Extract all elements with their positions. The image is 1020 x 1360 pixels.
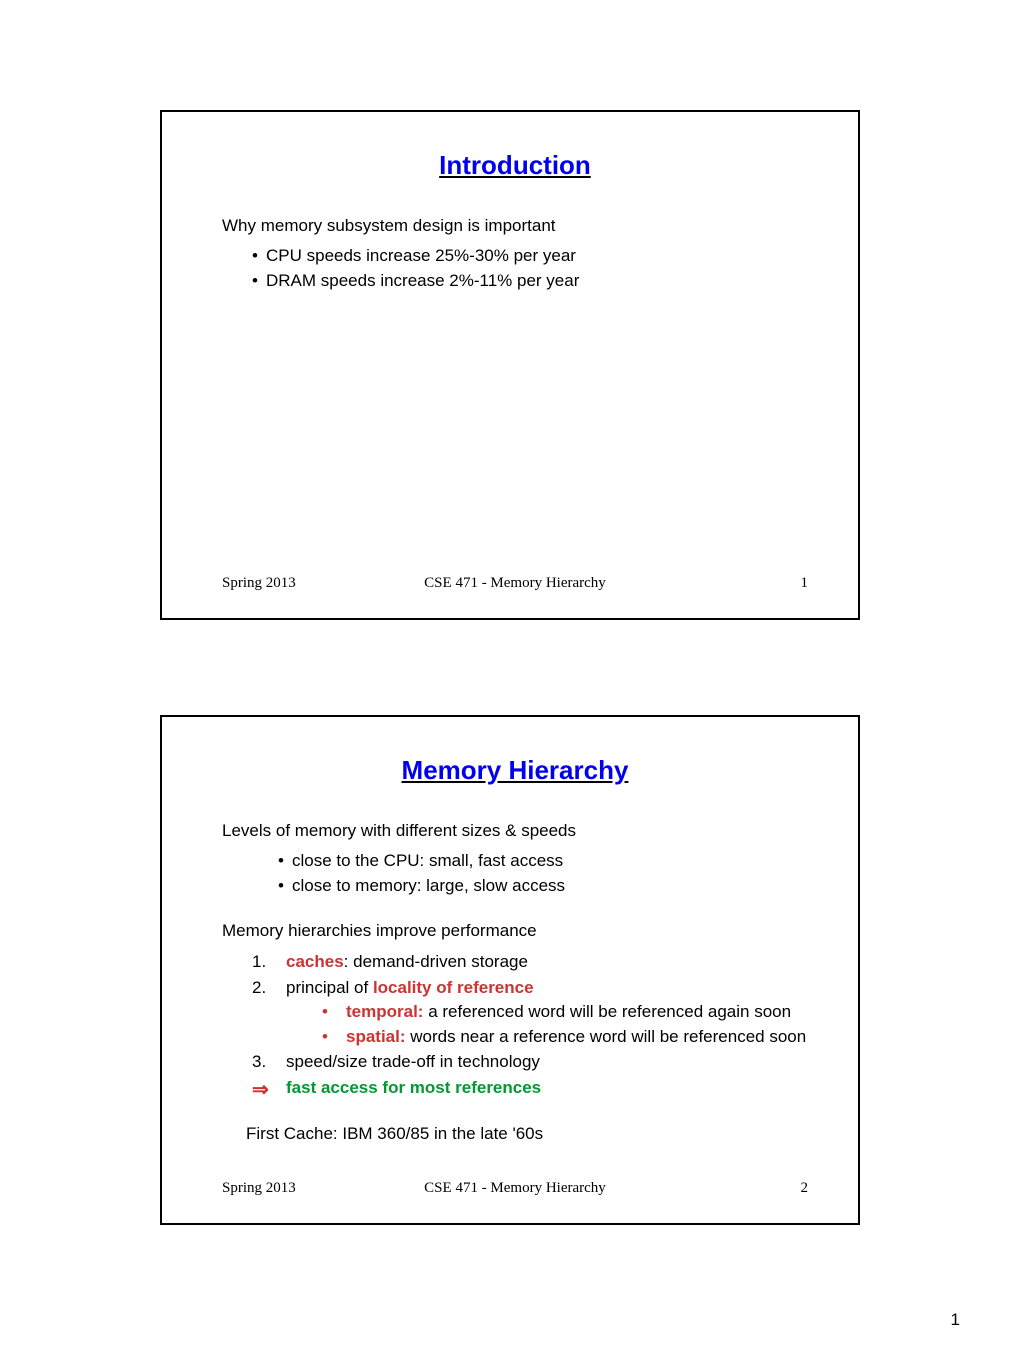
- bold-term: caches: [286, 952, 344, 971]
- slide2-intro2: Memory hierarchies improve performance: [222, 920, 808, 943]
- document-page: Introduction Why memory subsystem design…: [0, 0, 1020, 1360]
- slide2-title-link[interactable]: Memory Hierarchy: [402, 755, 629, 785]
- slide1-footer: Spring 2013 CSE 471 - Memory Hierarchy 1: [222, 575, 808, 592]
- bullet-icon: •: [252, 244, 266, 269]
- slide1-title: Introduction: [222, 150, 808, 181]
- slide2-num3: 3. speed/size trade-off in technology: [252, 1049, 808, 1075]
- page-number: 1: [951, 1310, 960, 1330]
- arrow-text: fast access for most references: [286, 1075, 541, 1101]
- bullet-icon: •: [278, 874, 292, 899]
- slide-2: Memory Hierarchy Levels of memory with d…: [160, 715, 860, 1225]
- bullet-text: CPU speeds increase 25%-30% per year: [266, 244, 576, 269]
- bold-term: temporal:: [346, 1002, 423, 1021]
- footer-right: 1: [801, 575, 809, 592]
- slide1-title-link[interactable]: Introduction: [439, 150, 591, 180]
- slide1-bullet-2: • DRAM speeds increase 2%-11% per year: [252, 269, 808, 294]
- slide2-title: Memory Hierarchy: [222, 755, 808, 786]
- bullet-icon: •: [278, 849, 292, 874]
- bullet-text: DRAM speeds increase 2%-11% per year: [266, 269, 579, 294]
- bullet-text: spatial: words near a reference word wil…: [346, 1025, 806, 1050]
- list-number: 1.: [252, 949, 286, 975]
- slide1-intro: Why memory subsystem design is important: [222, 215, 808, 238]
- footer-right: 2: [801, 1180, 809, 1197]
- bold-term: spatial:: [346, 1027, 406, 1046]
- footer-center: CSE 471 - Memory Hierarchy: [424, 575, 606, 592]
- bold-term: locality of reference: [373, 978, 534, 997]
- list-text: caches: demand-driven storage: [286, 949, 528, 975]
- slide2-sub2: • spatial: words near a reference word w…: [322, 1025, 808, 1050]
- footer-left: Spring 2013: [222, 575, 296, 592]
- bullet-icon: •: [322, 1000, 346, 1025]
- arrow-icon: ⇒: [252, 1075, 286, 1105]
- list-number: 3.: [252, 1049, 286, 1075]
- slide2-arrow-line: ⇒ fast access for most references: [252, 1075, 808, 1105]
- slide2-sub1: • temporal: a referenced word will be re…: [322, 1000, 808, 1025]
- bullet-icon: •: [252, 269, 266, 294]
- bullet-text: close to memory: large, slow access: [292, 874, 565, 899]
- slide2-b1-2: • close to memory: large, slow access: [278, 874, 808, 899]
- spacer: [222, 898, 808, 920]
- slide2-intro1: Levels of memory with different sizes & …: [222, 820, 808, 843]
- spacer: [222, 1105, 808, 1123]
- slide2-b1-1: • close to the CPU: small, fast access: [278, 849, 808, 874]
- slide-1: Introduction Why memory subsystem design…: [160, 110, 860, 620]
- slide1-bullet-1: • CPU speeds increase 25%-30% per year: [252, 244, 808, 269]
- slide2-last: First Cache: IBM 360/85 in the late '60s: [246, 1123, 808, 1146]
- bullet-text: close to the CPU: small, fast access: [292, 849, 563, 874]
- list-number: 2.: [252, 975, 286, 1001]
- slide2-num2: 2. principal of locality of reference: [252, 975, 808, 1001]
- footer-left: Spring 2013: [222, 1180, 296, 1197]
- slide2-num1: 1. caches: demand-driven storage: [252, 949, 808, 975]
- list-text: speed/size trade-off in technology: [286, 1049, 540, 1075]
- bullet-icon: •: [322, 1025, 346, 1050]
- bullet-text: temporal: a referenced word will be refe…: [346, 1000, 791, 1025]
- list-text: principal of locality of reference: [286, 975, 534, 1001]
- footer-center: CSE 471 - Memory Hierarchy: [424, 1180, 606, 1197]
- slide2-footer: Spring 2013 CSE 471 - Memory Hierarchy 2: [222, 1180, 808, 1197]
